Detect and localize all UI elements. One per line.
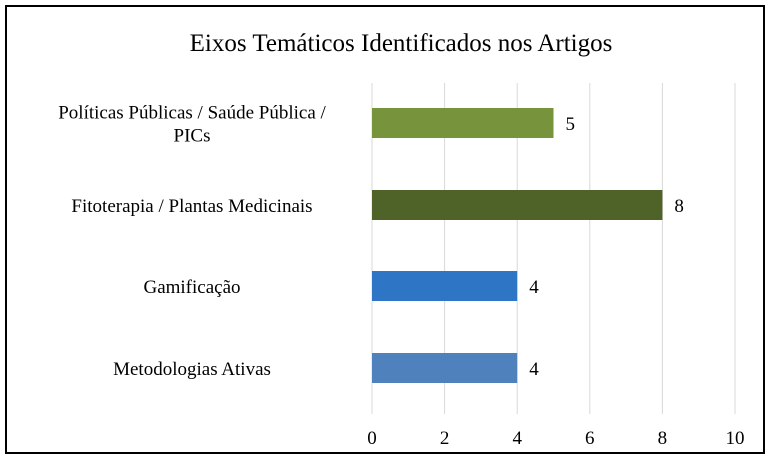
x-tick-label: 10 (726, 428, 745, 449)
x-axis-ticks: 0 2 4 6 8 10 (367, 428, 744, 449)
x-tick-label: 2 (440, 428, 450, 449)
data-label: 5 (566, 114, 576, 135)
bar (372, 271, 518, 301)
bar (372, 353, 518, 383)
x-tick-label: 0 (367, 428, 377, 449)
x-tick-label: 6 (585, 428, 595, 449)
category-label: Fitoterapia / Plantas Medicinais (71, 196, 312, 217)
data-label: 4 (529, 359, 539, 380)
category-label: Metodologias Ativas (113, 359, 271, 380)
x-tick-label: 8 (658, 428, 668, 449)
data-label: 4 (529, 277, 539, 298)
category-label: Políticas Públicas / Saúde Pública / PICs (58, 103, 326, 147)
bars (372, 108, 663, 383)
data-labels: 5 8 4 4 (529, 114, 684, 380)
chart-frame: Eixos Temáticos Identificados nos Artigo… (5, 5, 765, 454)
bar-chart: Eixos Temáticos Identificados nos Artigo… (58, 30, 744, 449)
bar (372, 108, 554, 138)
data-label: 8 (674, 196, 684, 217)
category-labels: Políticas Públicas / Saúde Pública / PICs… (58, 103, 326, 381)
category-label: Gamificação (143, 277, 240, 298)
chart-title: Eixos Temáticos Identificados nos Artigo… (190, 30, 613, 57)
bar (372, 190, 663, 220)
x-tick-label: 4 (512, 428, 522, 449)
